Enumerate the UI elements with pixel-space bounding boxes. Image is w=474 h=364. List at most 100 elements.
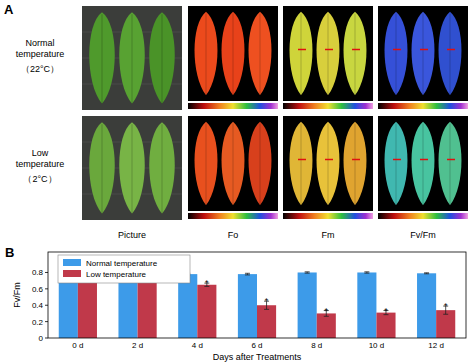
panel-label: B <box>5 245 14 260</box>
bar <box>178 274 197 338</box>
column-label: Picture <box>118 230 146 240</box>
leaf <box>344 12 367 96</box>
leaf-image-bg <box>82 116 182 220</box>
y-axis-label: Fv/Fm <box>12 282 22 308</box>
colorbar <box>283 103 373 109</box>
leaf-image-bg <box>188 116 278 211</box>
colorbar <box>378 103 468 109</box>
leaf-image-bg <box>283 116 373 211</box>
leaf <box>412 12 435 96</box>
leaf-vein <box>396 124 397 206</box>
leaf-vein <box>162 124 163 214</box>
x-tick-label: 4 d <box>192 341 203 350</box>
legend-swatch <box>63 270 81 277</box>
leaf-vein <box>102 124 103 214</box>
leaf <box>149 12 175 104</box>
leaf-image-bg <box>378 116 468 211</box>
leaf <box>222 12 245 96</box>
leaf-vein <box>260 14 261 96</box>
leaf-vein <box>206 124 207 206</box>
leaf <box>439 12 462 96</box>
measure-mark <box>393 49 401 51</box>
error-bar-cap <box>364 271 369 272</box>
y-tick-label: 0.2 <box>32 318 44 327</box>
error-bar-cap <box>443 314 448 315</box>
measure-mark <box>352 159 360 161</box>
leaf <box>317 12 340 96</box>
leaf-vein <box>301 14 302 96</box>
leaf-vein <box>301 124 302 206</box>
bar <box>298 272 317 338</box>
leaf-vein <box>102 14 103 104</box>
bar <box>138 275 157 338</box>
x-tick-label: 12 d <box>428 341 444 350</box>
leaf <box>385 122 408 206</box>
leaf-vein <box>328 14 329 96</box>
legend-label: Normal temperature <box>86 259 158 268</box>
leaf-vein <box>132 14 133 104</box>
leaf <box>385 12 408 96</box>
leaf <box>149 122 175 214</box>
bar <box>257 305 276 338</box>
colorbar <box>378 213 468 219</box>
error-bar-cap <box>424 272 429 273</box>
colorbar <box>283 213 373 219</box>
leaf-image-bg <box>188 6 278 101</box>
row-label-line: temperature <box>16 159 65 169</box>
error-bar <box>245 273 250 275</box>
leaf-vein <box>132 124 133 214</box>
error-bar-cap <box>245 273 250 274</box>
significance-mark: * <box>384 306 388 316</box>
significance-mark: * <box>444 301 448 311</box>
measure-mark <box>420 159 428 161</box>
y-tick-label: 0.6 <box>32 285 44 294</box>
leaf-vein <box>162 14 163 104</box>
x-tick-label: 8 d <box>311 341 322 350</box>
error-bar-cap <box>305 273 310 274</box>
row-label-line: temperature <box>16 49 65 59</box>
error-bar-cap <box>245 274 250 275</box>
leaf <box>119 122 145 214</box>
y-tick <box>45 321 48 322</box>
leaf <box>412 122 435 206</box>
leaf <box>89 122 115 214</box>
legend-swatch <box>63 259 81 266</box>
measure-mark <box>298 49 306 51</box>
significance-mark: * <box>205 278 209 288</box>
measure-mark <box>352 49 360 51</box>
significance-mark: * <box>265 296 269 306</box>
y-tick <box>45 288 48 289</box>
x-tick-label: 6 d <box>251 341 262 350</box>
significance-mark: * <box>325 306 329 316</box>
plot-frame <box>48 252 466 338</box>
error-bar-cap <box>324 316 329 317</box>
error-bar <box>305 272 310 273</box>
x-tick-label: 10 d <box>369 341 385 350</box>
leaf-vein <box>233 14 234 96</box>
leaf-vein <box>423 124 424 206</box>
error-bar-cap <box>305 271 310 272</box>
legend-box <box>58 255 190 283</box>
bar <box>436 310 455 338</box>
bar <box>197 285 216 338</box>
leaf-vein <box>328 124 329 206</box>
colorbar <box>188 103 278 109</box>
leaf-vein <box>260 124 261 206</box>
leaf <box>439 122 462 206</box>
measure-mark <box>325 49 333 51</box>
bar <box>417 273 436 338</box>
column-label: Fv/Fm <box>410 230 436 240</box>
error-bar <box>424 272 429 274</box>
y-tick-label: 0.4 <box>32 301 44 310</box>
leaf <box>290 122 313 206</box>
error-bar-cap <box>364 273 369 274</box>
measure-mark <box>298 159 306 161</box>
leaf <box>290 12 313 96</box>
leaf <box>317 122 340 206</box>
leaf <box>249 12 272 96</box>
leaf <box>195 12 218 96</box>
bar <box>376 313 395 338</box>
leaf-image-bg <box>378 6 468 101</box>
leaf-vein <box>423 14 424 96</box>
leaf-image-bg <box>283 6 373 101</box>
